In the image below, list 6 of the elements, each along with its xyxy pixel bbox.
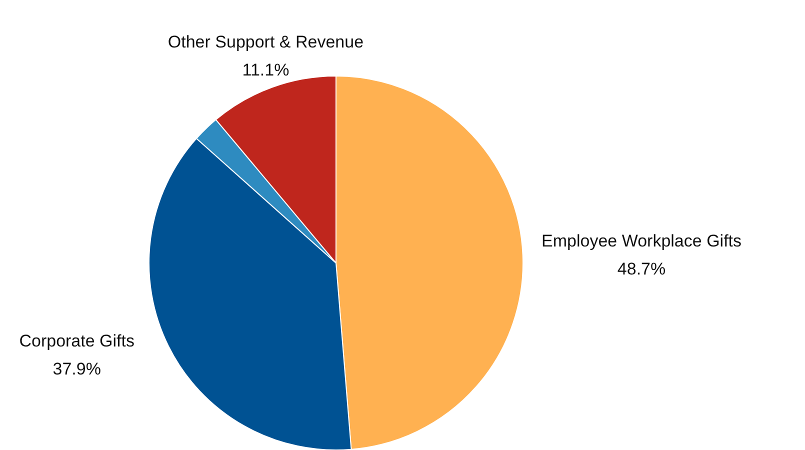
- data-label: 48.7%: [617, 260, 666, 279]
- data-label: 11.1%: [242, 60, 290, 80]
- slice-label: Employee Workplace Gifts: [542, 232, 742, 251]
- data-label: 37.9%: [52, 360, 101, 379]
- slice-label: Other Support & Revenue: [168, 32, 364, 52]
- slice-label: Corporate Gifts: [19, 332, 134, 351]
